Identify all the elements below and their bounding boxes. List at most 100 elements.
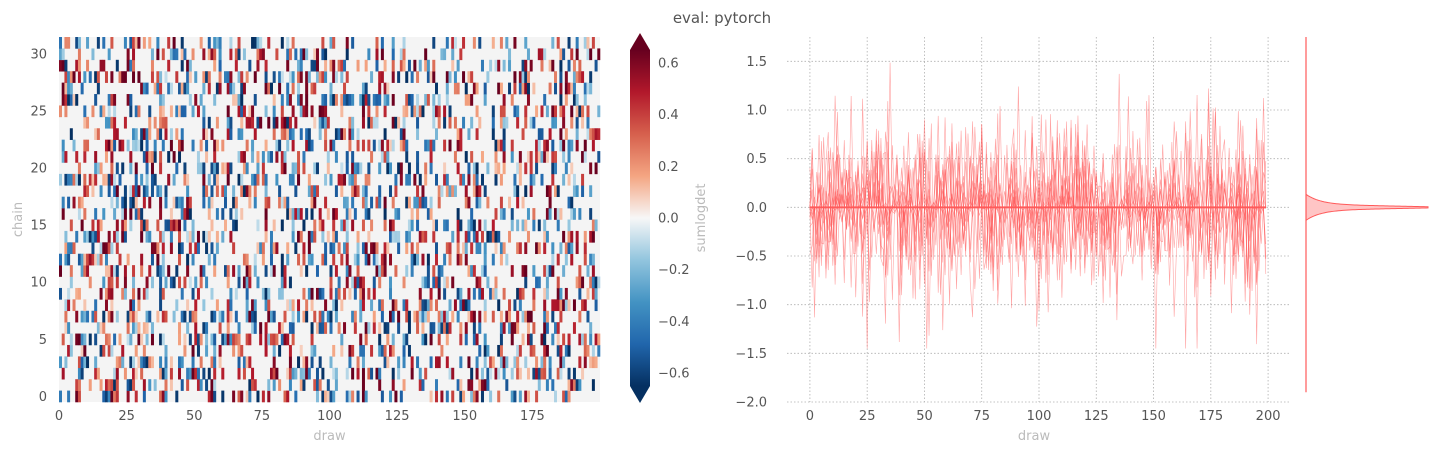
heatmap-cell bbox=[229, 37, 233, 49]
heatmap-cell bbox=[356, 59, 360, 72]
heatmap-cell bbox=[86, 185, 90, 197]
heatmap-cell bbox=[148, 105, 152, 118]
heatmap-cell bbox=[345, 94, 349, 106]
heatmap-cell bbox=[378, 344, 382, 357]
heatmap-cell bbox=[386, 139, 390, 152]
heatmap-cell bbox=[543, 333, 547, 346]
line-y-tick-label: −2.0 bbox=[735, 396, 767, 411]
heatmap-cell bbox=[237, 276, 241, 289]
heatmap-cell bbox=[121, 162, 125, 175]
heatmap-cell bbox=[464, 82, 468, 95]
heatmap-cell bbox=[169, 379, 173, 391]
heatmap-cell bbox=[302, 151, 306, 163]
heatmap-cell bbox=[594, 287, 598, 300]
heatmap-cell bbox=[169, 208, 173, 220]
heatmap-cell bbox=[334, 265, 338, 277]
heatmap-cell bbox=[123, 185, 127, 197]
heatmap-cell bbox=[472, 82, 476, 95]
line-x-tick-label: 175 bbox=[1198, 409, 1223, 424]
heatmap-cell bbox=[367, 48, 371, 61]
heatmap-cell bbox=[213, 173, 217, 186]
heatmap-cell bbox=[562, 48, 566, 61]
heatmap-cell bbox=[232, 242, 236, 255]
heatmap-cell bbox=[175, 265, 179, 277]
heatmap-cell bbox=[370, 242, 374, 255]
heatmap-cell bbox=[291, 367, 295, 380]
heatmap-cell bbox=[532, 344, 536, 357]
heatmap-cell bbox=[424, 196, 428, 209]
heatmap-cell bbox=[202, 105, 206, 118]
heatmap-cell bbox=[399, 48, 403, 61]
heatmap-cell bbox=[107, 390, 111, 403]
heatmap-cell bbox=[132, 379, 136, 391]
heatmap-cell bbox=[591, 128, 595, 140]
heatmap-cell bbox=[386, 151, 390, 163]
heatmap-cell bbox=[213, 48, 217, 61]
heatmap-cell bbox=[183, 310, 187, 323]
heatmap-cell bbox=[559, 367, 563, 380]
heatmap-cell bbox=[367, 230, 371, 243]
heatmap-cell bbox=[253, 71, 257, 83]
heatmap-cell bbox=[397, 162, 401, 175]
heatmap-cell bbox=[591, 219, 595, 232]
heatmap-cell bbox=[245, 139, 249, 152]
heatmap-cell bbox=[321, 71, 325, 83]
heatmap-cell bbox=[459, 173, 463, 186]
heatmap-cell bbox=[99, 379, 103, 391]
heatmap-cell bbox=[502, 139, 506, 152]
heatmap-cell bbox=[508, 310, 512, 323]
heatmap-cell bbox=[491, 230, 495, 243]
heatmap-cell bbox=[77, 253, 81, 266]
heatmap-cell bbox=[483, 185, 487, 197]
heatmap-cell bbox=[188, 333, 192, 346]
heatmap-cell bbox=[399, 173, 403, 186]
heatmap-cell bbox=[545, 379, 549, 391]
heatmap-cell bbox=[334, 185, 338, 197]
heatmap-cell bbox=[288, 128, 292, 140]
heatmap-cell bbox=[180, 208, 184, 220]
heatmap-cell bbox=[475, 196, 479, 209]
heatmap-cell bbox=[572, 82, 576, 95]
heatmap-cell bbox=[310, 299, 314, 312]
heatmap-cell bbox=[375, 48, 379, 61]
heatmap-cell bbox=[315, 322, 319, 334]
heatmap-cell bbox=[383, 208, 387, 220]
heatmap-cell bbox=[556, 253, 560, 266]
heatmap-cell bbox=[567, 299, 571, 312]
heatmap-cell bbox=[305, 299, 309, 312]
heatmap-cell bbox=[123, 71, 127, 83]
heatmap-cell bbox=[245, 310, 249, 323]
heatmap-cell bbox=[367, 105, 371, 118]
heatmap-cell bbox=[567, 367, 571, 380]
heatmap-cell bbox=[332, 94, 336, 106]
heatmap-cell bbox=[337, 128, 341, 140]
heatmap-cell bbox=[245, 390, 249, 403]
heatmap-cell bbox=[545, 287, 549, 300]
heatmap-cell bbox=[351, 367, 355, 380]
heatmap-cell bbox=[118, 333, 122, 346]
heatmap-cell bbox=[234, 219, 238, 232]
heatmap-cell bbox=[178, 230, 182, 243]
heatmap-cell bbox=[307, 242, 311, 255]
heatmap-cell bbox=[529, 344, 533, 357]
heatmap-cell bbox=[183, 162, 187, 175]
heatmap-cell bbox=[502, 162, 506, 175]
heatmap-cell bbox=[367, 162, 371, 175]
heatmap-cell bbox=[115, 356, 119, 369]
heatmap-cell bbox=[321, 37, 325, 49]
heatmap-cell bbox=[237, 71, 241, 83]
heatmap-cell bbox=[140, 208, 144, 220]
heatmap-cell bbox=[499, 344, 503, 357]
heatmap-cell bbox=[564, 82, 568, 95]
heatmap-cell bbox=[80, 196, 84, 209]
heatmap-cell bbox=[418, 173, 422, 186]
heatmap-cell bbox=[559, 344, 563, 357]
heatmap-cell bbox=[372, 242, 376, 255]
heatmap-cell bbox=[178, 105, 182, 118]
heatmap-cell bbox=[150, 48, 154, 61]
heatmap-cell bbox=[207, 230, 211, 243]
heatmap-cell bbox=[261, 48, 265, 61]
heatmap-cell bbox=[551, 299, 555, 312]
heatmap-cell bbox=[237, 48, 241, 61]
heatmap-cell bbox=[551, 310, 555, 323]
